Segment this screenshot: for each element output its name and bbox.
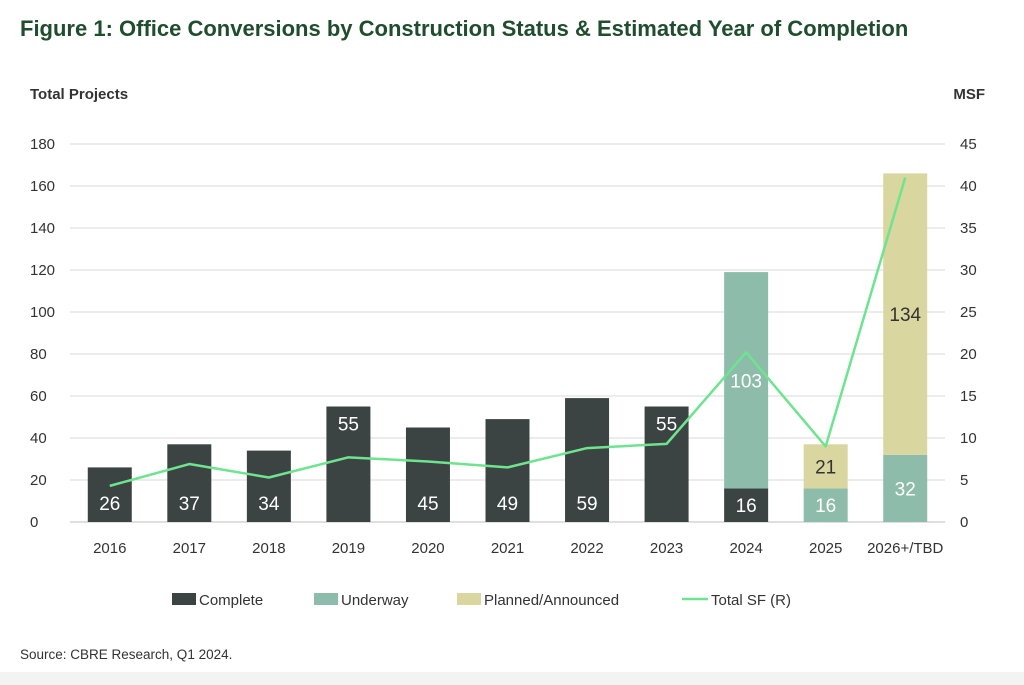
- legend-label: Total SF (R): [711, 592, 791, 609]
- y-ticks-left: 0 20 40 60 80 100 120 140 160 180: [30, 136, 55, 531]
- value-label: 45: [417, 494, 438, 515]
- chart: Total Projects MSF 020406080100120140160…: [30, 86, 985, 609]
- legend-label: Complete: [199, 592, 263, 609]
- x-category-label: 2025: [809, 540, 842, 557]
- x-category-label: 2016: [93, 540, 126, 557]
- bar-complete-2024: [724, 488, 769, 522]
- value-label: 32: [895, 479, 916, 500]
- bar-complete-2022: [565, 398, 610, 522]
- value-label: 103: [730, 371, 762, 392]
- y-tick-label-right: 15: [960, 388, 977, 405]
- y-tick-label-left: 120: [30, 262, 55, 279]
- legend: Complete Underway Planned/Announced Total S…: [172, 592, 791, 609]
- y-tick-label-right: 40: [960, 178, 977, 195]
- y-tick-label-right: 5: [960, 472, 968, 489]
- line-total-sf: [109, 177, 907, 488]
- y-tick-label-left: 80: [30, 346, 47, 363]
- y-tick-label-left: 40: [30, 430, 47, 447]
- page-footer-band: [0, 672, 1024, 685]
- y-tick-label-right: 30: [960, 262, 977, 279]
- value-label: 134: [889, 305, 921, 326]
- x-category-label: 2017: [173, 540, 206, 557]
- bar-complete-2020: [405, 427, 450, 522]
- figure-title: Figure 1: Office Conversions by Construc…: [20, 16, 909, 41]
- value-label: 16: [815, 496, 836, 517]
- y-tick-label-left: 60: [30, 388, 47, 405]
- x-category-label: 2020: [411, 540, 444, 557]
- bar-planned-announced-2025: [803, 444, 848, 489]
- y-tick-label-right: 25: [960, 304, 977, 321]
- value-label: 55: [656, 414, 677, 435]
- value-label: 34: [258, 494, 280, 515]
- legend-item-complete: Complete: [172, 592, 263, 609]
- y-tick-label-left: 100: [30, 304, 55, 321]
- legend-item-planned-announced: Planned/Announced: [457, 592, 619, 609]
- bar-underway-2026-tbd: [883, 454, 928, 522]
- value-label: 16: [736, 496, 757, 517]
- x-category-label: 2018: [252, 540, 285, 557]
- category-labels: 2016 2017 2018 2019 2020 2021 2022 2023 2024 2025…: [93, 540, 943, 557]
- y-tick-label-right: 10: [960, 430, 977, 447]
- y-tick-label-left: 140: [30, 220, 55, 237]
- legend-item-total-sf-r-: Total SF (R): [682, 592, 791, 609]
- value-label: 21: [815, 457, 836, 478]
- bar-underway-2024: [724, 272, 769, 489]
- value-label: 26: [99, 494, 120, 515]
- legend-swatch: [314, 593, 338, 605]
- value-label: 37: [179, 494, 200, 515]
- y-tick-label-left: 160: [30, 178, 55, 195]
- total-sf-line: [109, 177, 907, 488]
- x-category-label: 2026+/TBD: [867, 540, 943, 557]
- y-tick-label-left: 20: [30, 472, 47, 489]
- source-note: Source: CBRE Research, Q1 2024.: [20, 647, 233, 662]
- y-tick-label-right: 20: [960, 346, 977, 363]
- x-category-label: 2021: [491, 540, 524, 557]
- y-tick-label-right: 45: [960, 136, 977, 153]
- bar-underway-2025: [803, 488, 848, 522]
- bar-complete-2017: [167, 444, 212, 522]
- x-category-label: 2022: [570, 540, 603, 557]
- y-tick-label-right: 35: [960, 220, 977, 237]
- value-label: 59: [576, 494, 597, 515]
- bar-complete-2016: [87, 467, 132, 522]
- legend-label: Underway: [341, 592, 409, 609]
- bar-complete-2018: [246, 450, 291, 522]
- y-axis-title-right: MSF: [953, 86, 985, 103]
- value-labels: 26 37 34 55 45 49 59 55 16 103 16 21 32 134: [99, 305, 921, 517]
- value-label: 49: [497, 494, 518, 515]
- y-axis-title-left: Total Projects: [30, 86, 128, 103]
- value-label: 55: [338, 415, 359, 436]
- x-category-label: 2019: [332, 540, 365, 557]
- legend-item-underway: Underway: [314, 592, 409, 609]
- legend-swatch: [172, 593, 196, 605]
- x-category-label: 2023: [650, 540, 683, 557]
- bars: [87, 173, 928, 522]
- y-tick-label-left: 180: [30, 136, 55, 153]
- y-ticks-right: 0 5 10 15 20 25 30 35 40 45: [960, 136, 977, 531]
- x-category-label: 2024: [729, 540, 762, 557]
- bar-planned-announced-2026-tbd: [883, 173, 928, 455]
- bar-complete-2021: [485, 419, 530, 522]
- legend-label: Planned/Announced: [484, 592, 619, 609]
- y-tick-label-right: 0: [960, 514, 968, 531]
- bar-complete-2019: [326, 406, 371, 522]
- y-tick-label-left: 0: [30, 514, 38, 531]
- legend-swatch: [457, 593, 481, 605]
